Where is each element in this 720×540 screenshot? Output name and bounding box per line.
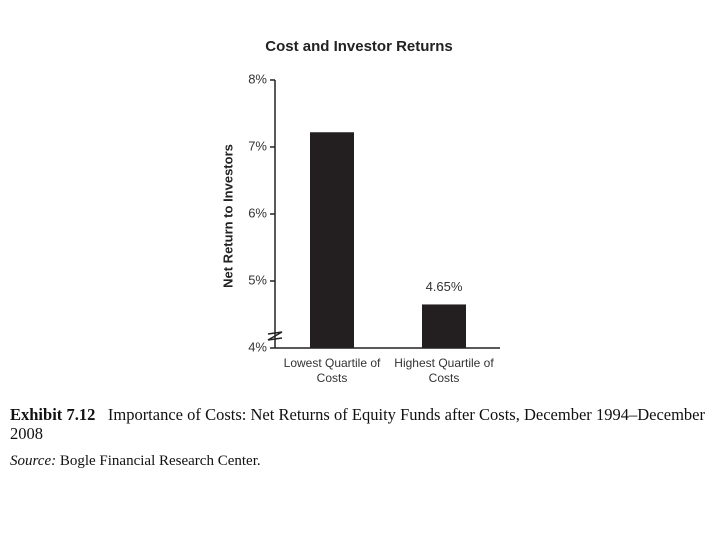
source-label: Source: — [10, 453, 57, 469]
y-tick-label: 6% — [248, 205, 267, 220]
y-tick-label: 7% — [248, 138, 267, 153]
chart: Cost and Investor Returns Net Return to … — [220, 38, 500, 354]
y-tick-label: 5% — [248, 272, 267, 287]
caption-label: Exhibit 7.12 — [10, 405, 96, 424]
y-tick-label: 8% — [248, 71, 267, 86]
source: Source: Bogle Financial Research Center. — [10, 452, 705, 471]
chart-title: Cost and Investor Returns — [265, 38, 453, 55]
axis-break — [267, 331, 283, 341]
caption-text: Importance of Costs: Net Returns of Equi… — [10, 405, 705, 443]
x-tick-label: Lowest Quartile of Costs — [283, 356, 381, 385]
x-tick-label: Highest Quartile of Costs — [394, 356, 494, 385]
bar — [310, 132, 354, 348]
y-axis-label: Net Return to Investors — [220, 144, 235, 288]
source-text: Bogle Financial Research Center. — [59, 453, 261, 469]
caption: Exhibit 7.12 Importance of Costs: Net Re… — [10, 405, 705, 443]
value-label: 4.65% — [426, 279, 463, 294]
y-tick-label: 4% — [248, 339, 267, 354]
bar — [422, 304, 466, 348]
